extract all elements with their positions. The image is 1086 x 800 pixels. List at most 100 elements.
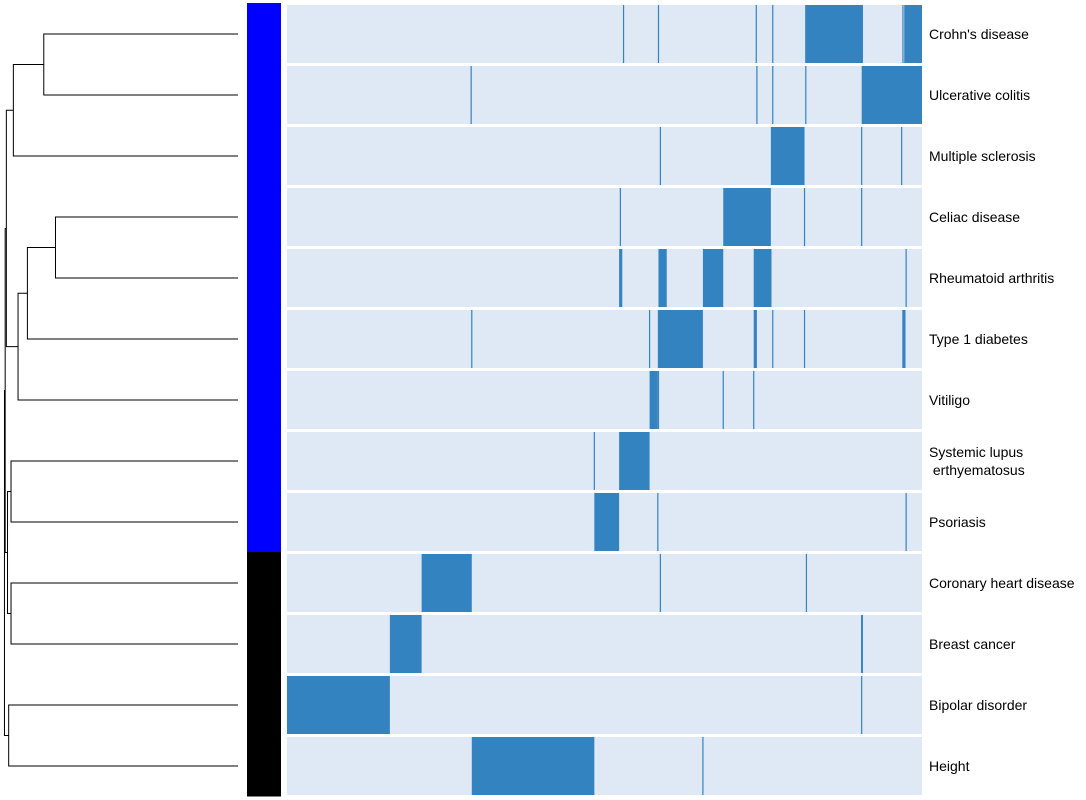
highlight-line bbox=[772, 5, 774, 63]
group-bar-segment bbox=[247, 491, 281, 553]
highlight-line bbox=[803, 188, 806, 246]
highlight-block bbox=[389, 615, 422, 673]
group-bar-segment bbox=[247, 674, 281, 736]
highlight-block bbox=[658, 249, 667, 307]
row-label: Psoriasis bbox=[929, 514, 986, 530]
highlight-block bbox=[594, 493, 620, 551]
heatmap-row bbox=[287, 310, 922, 368]
row-label: Type 1 diabetes bbox=[929, 331, 1028, 347]
row-label: Celiac disease bbox=[929, 209, 1020, 225]
highlight-line bbox=[648, 310, 651, 368]
row-label: Ulcerative colitis bbox=[929, 87, 1030, 103]
row-label: Vitiligo bbox=[929, 392, 970, 408]
dendrogram-branch bbox=[26, 247, 238, 340]
highlight-line bbox=[471, 310, 473, 368]
highlight-block bbox=[861, 66, 922, 124]
heatmap-row bbox=[287, 188, 922, 246]
highlight-line bbox=[772, 310, 774, 368]
highlight-line bbox=[657, 371, 660, 429]
highlight-line bbox=[722, 371, 724, 429]
highlight-block bbox=[619, 249, 623, 307]
heatmap-row bbox=[287, 432, 922, 490]
heatmap-row bbox=[287, 493, 922, 551]
highlight-block bbox=[702, 249, 724, 307]
highlight-line bbox=[905, 493, 907, 551]
row-label: Coronary heart disease bbox=[929, 575, 1075, 591]
row-background bbox=[287, 554, 922, 612]
row-label: Height bbox=[929, 758, 970, 774]
row-background bbox=[287, 127, 922, 185]
dendrogram-branch bbox=[54, 216, 238, 279]
row-background bbox=[287, 249, 922, 307]
group-bar-segment bbox=[247, 186, 281, 248]
dendrogram-branch bbox=[7, 491, 12, 614]
highlight-block bbox=[421, 554, 472, 612]
highlight-line bbox=[861, 188, 863, 246]
dendrogram-branch bbox=[43, 33, 238, 96]
highlight-line bbox=[702, 737, 704, 795]
highlight-block bbox=[287, 676, 390, 734]
highlight-line bbox=[659, 127, 661, 185]
row-background bbox=[287, 188, 922, 246]
row-background bbox=[287, 676, 922, 734]
highlight-line bbox=[657, 5, 660, 63]
highlight-block bbox=[904, 5, 922, 63]
row-background bbox=[287, 615, 922, 673]
heatmap-row bbox=[287, 737, 922, 795]
group-bar-segment bbox=[247, 64, 281, 126]
highlight-line bbox=[593, 432, 595, 490]
dendrogram-branch bbox=[10, 582, 238, 645]
highlight-block bbox=[902, 310, 906, 368]
highlight-block bbox=[649, 371, 658, 429]
highlight-line bbox=[755, 5, 757, 63]
dendrogram-branch bbox=[17, 292, 238, 401]
row-label: Breast cancer bbox=[929, 636, 1016, 652]
group-bar-segment bbox=[247, 369, 281, 431]
highlight-line bbox=[772, 66, 774, 124]
highlight-line bbox=[901, 127, 903, 185]
highlight-line bbox=[619, 188, 621, 246]
highlight-block bbox=[753, 249, 772, 307]
highlight-line bbox=[659, 554, 661, 612]
group-bar-segment bbox=[247, 735, 281, 797]
highlight-block bbox=[471, 737, 595, 795]
dendrogram-branch bbox=[8, 704, 238, 767]
row-background bbox=[287, 737, 922, 795]
highlight-block bbox=[723, 188, 771, 246]
highlight-line bbox=[805, 554, 808, 612]
dendrogram-branch bbox=[12, 64, 238, 157]
highlight-block bbox=[657, 310, 703, 368]
heatmap-row bbox=[287, 127, 922, 185]
highlight-line bbox=[905, 249, 907, 307]
group-bar-segment bbox=[247, 430, 281, 492]
highlight-line bbox=[803, 310, 806, 368]
dendrogram-branch bbox=[3, 389, 9, 736]
group-bar-segment bbox=[247, 247, 281, 309]
group-bar-segment bbox=[247, 308, 281, 370]
highlight-block bbox=[770, 127, 805, 185]
highlight-line bbox=[753, 371, 755, 429]
highlight-line bbox=[902, 5, 904, 63]
dendrogram-branch bbox=[10, 460, 238, 523]
row-label: Rheumatoid arthritis bbox=[929, 270, 1054, 286]
heatmap-row bbox=[287, 249, 922, 307]
highlight-line bbox=[756, 66, 758, 124]
row-label: Crohn's disease bbox=[929, 26, 1029, 42]
heatmap-row bbox=[287, 615, 922, 673]
row-labels: Crohn's disease Ulcerative colitis Multipl… bbox=[929, 26, 1075, 774]
highlight-block bbox=[805, 5, 863, 63]
heatmap-row bbox=[287, 5, 922, 63]
dendrogram bbox=[3, 33, 238, 767]
highlight-block bbox=[861, 615, 863, 673]
highlight-line bbox=[657, 493, 659, 551]
row-background bbox=[287, 371, 922, 429]
group-bar-segment bbox=[247, 552, 281, 614]
row-background bbox=[287, 310, 922, 368]
heatmap-row bbox=[287, 371, 922, 429]
highlight-line bbox=[622, 5, 625, 63]
heatmap-row bbox=[287, 66, 922, 124]
dendrogram-branch bbox=[5, 109, 19, 348]
heatmap-row bbox=[287, 554, 922, 612]
group-bar-segment bbox=[247, 613, 281, 675]
